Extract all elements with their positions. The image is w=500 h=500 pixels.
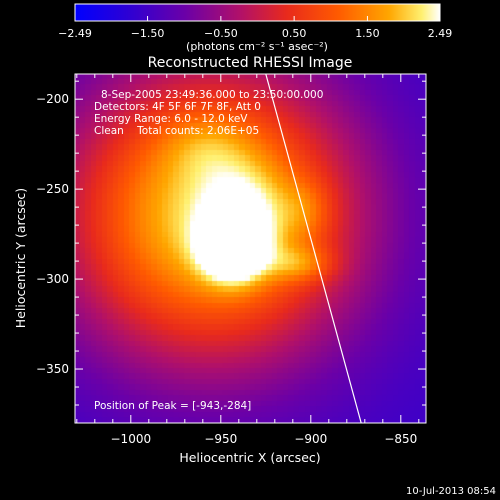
colorbar-ticks: −2.49 −1.50 −0.50 0.50 1.50 2.49 bbox=[58, 16, 452, 40]
plot-frame bbox=[74, 73, 427, 424]
colorbar-label: (photons cm⁻² s⁻¹ asec⁻²) bbox=[186, 40, 328, 53]
colorbar-tick-label: −2.49 bbox=[58, 27, 92, 40]
x-tick-label: −1000 bbox=[111, 432, 152, 446]
solar-limb-line bbox=[265, 74, 362, 423]
y-tick-label: −200 bbox=[36, 92, 69, 106]
colorbar-tick-label: −1.50 bbox=[131, 27, 165, 40]
colorbar-tick-label: −0.50 bbox=[204, 27, 238, 40]
y-tick-label: −250 bbox=[36, 182, 69, 196]
colorbar-tick-label: 2.49 bbox=[428, 27, 453, 40]
annotation-total-counts: Clean Total counts: 2.06E+05 bbox=[94, 125, 259, 137]
y-axis-label: Heliocentric Y (arcsec) bbox=[13, 188, 28, 328]
annotation-energy-range: Energy Range: 6.0 - 12.0 keV bbox=[94, 113, 248, 125]
y-tick-label: −350 bbox=[36, 362, 69, 376]
annotation-peak-position: Position of Peak = [-943,-284] bbox=[94, 400, 251, 412]
colorbar-tick-label: 1.50 bbox=[355, 27, 380, 40]
annotation-detectors: Detectors: 4F 5F 6F 7F 8F, Att 0 bbox=[94, 101, 261, 113]
colorbar bbox=[74, 3, 441, 22]
plot-area bbox=[74, 73, 427, 424]
annotation-time-range: 8-Sep-2005 23:49:36.000 to 23:50:00.000 bbox=[101, 89, 323, 101]
x-tick-label: −950 bbox=[204, 432, 237, 446]
axis-ticks bbox=[75, 74, 426, 424]
heatmap-image bbox=[75, 74, 426, 423]
y-tick-label: −300 bbox=[36, 272, 69, 286]
footer-timestamp: 10-Jul-2013 08:54 bbox=[406, 486, 496, 497]
x-axis-label: Heliocentric X (arcsec) bbox=[179, 450, 320, 465]
x-tick-label: −850 bbox=[384, 432, 417, 446]
chart-title: Reconstructed RHESSI Image bbox=[148, 55, 353, 71]
colorbar-tick-label: 0.50 bbox=[282, 27, 307, 40]
x-tick-label: −900 bbox=[294, 432, 327, 446]
